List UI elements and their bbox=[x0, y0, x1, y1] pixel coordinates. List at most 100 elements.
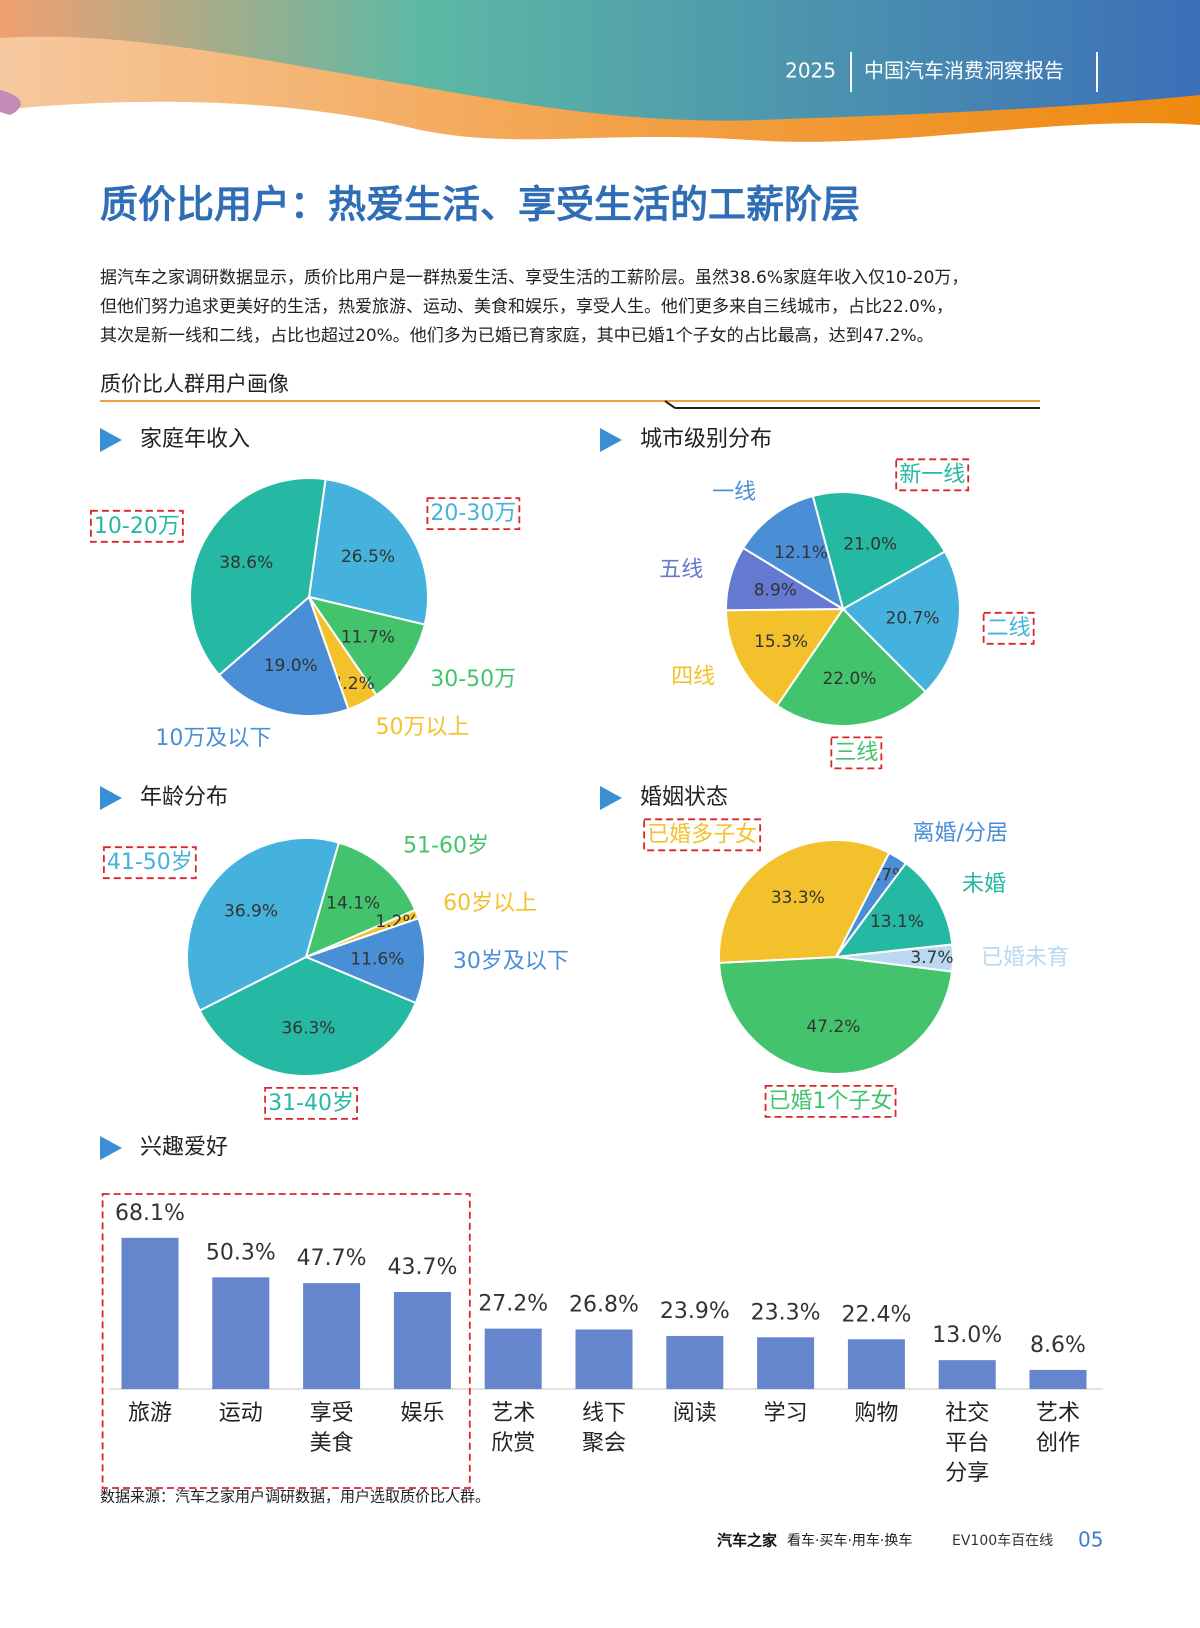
value-label: 47.7% bbox=[297, 1246, 367, 1271]
pie-slice bbox=[775, 607, 927, 727]
category-label: 20-30万 bbox=[430, 501, 516, 526]
footer-slogan: 看车·买车·用车·换车 bbox=[787, 1532, 912, 1549]
pie-slice bbox=[303, 917, 426, 1005]
value-label: 26.5% bbox=[341, 547, 395, 567]
value-label: 13.1% bbox=[870, 912, 924, 932]
x-tick-label: 艺术欣赏 bbox=[491, 1401, 535, 1456]
value-label: 11.6% bbox=[350, 949, 404, 969]
value-label: 20.7% bbox=[886, 609, 940, 629]
x-tick-label: 购物 bbox=[854, 1401, 898, 1426]
body-text: 但他们努力追求更美好的生活，热爱旅游、运动、美食和娱乐，享受人生。他们更多来自三… bbox=[100, 297, 953, 317]
pie-slice bbox=[304, 841, 417, 959]
header-decoration bbox=[0, 0, 1200, 142]
pie-slice bbox=[198, 955, 418, 1077]
heading-marker bbox=[600, 786, 622, 810]
pie-slice bbox=[306, 595, 426, 697]
value-label: 22.4% bbox=[841, 1302, 911, 1327]
bar bbox=[393, 1291, 451, 1389]
value-label: 13.0% bbox=[932, 1323, 1002, 1348]
heading-marker bbox=[100, 786, 122, 810]
category-label: 41-50岁 bbox=[107, 850, 193, 875]
category-label: 10万及以下 bbox=[155, 726, 271, 751]
value-label: 23.9% bbox=[660, 1299, 730, 1324]
pie-slice bbox=[307, 478, 429, 626]
value-label: 38.6% bbox=[219, 553, 273, 573]
pie-slice bbox=[724, 607, 845, 708]
x-tick-label: 娱乐 bbox=[400, 1401, 444, 1426]
highlight-box bbox=[643, 818, 762, 852]
category-label: 31-40岁 bbox=[268, 1091, 354, 1116]
bar bbox=[847, 1339, 905, 1389]
category-label: 三线 bbox=[834, 740, 878, 765]
pie-slice bbox=[217, 595, 350, 717]
category-label: 已婚多子女 bbox=[647, 822, 757, 847]
bar bbox=[303, 1283, 361, 1389]
category-label: 30岁及以下 bbox=[453, 949, 569, 974]
page-title: 质价比用户：热爱生活、享受生活的工薪阶层 bbox=[100, 183, 860, 227]
header-report: 中国汽车消费洞察报告 bbox=[864, 59, 1064, 83]
value-label: 12.1% bbox=[774, 543, 828, 563]
pie-slice bbox=[841, 550, 961, 694]
value-label: 27.2% bbox=[478, 1292, 548, 1317]
pie-slice bbox=[811, 491, 947, 611]
section-rule bbox=[100, 400, 1040, 409]
pie-slice bbox=[718, 839, 891, 964]
category-label: 四线 bbox=[671, 664, 715, 689]
body-text: 其次是新一线和二线，占比也超过20%。他们多为已婚已育家庭，其中已婚1个子女的占… bbox=[100, 326, 934, 346]
value-label: 26.8% bbox=[569, 1293, 639, 1318]
footer-brand: 汽车之家 bbox=[717, 1532, 777, 1550]
value-label: 22.0% bbox=[822, 669, 876, 689]
value-label: 11.7% bbox=[341, 627, 395, 647]
category-label: 50万以上 bbox=[376, 715, 470, 740]
x-tick-label: 阅读 bbox=[673, 1401, 717, 1426]
value-label: 50.3% bbox=[206, 1240, 276, 1265]
pie-slice bbox=[189, 477, 327, 677]
highlight-box bbox=[90, 509, 184, 543]
category-label: 10-20万 bbox=[94, 514, 180, 539]
category-label: 二线 bbox=[987, 616, 1031, 641]
highlight-box bbox=[264, 1087, 358, 1120]
category-label: 51-60岁 bbox=[403, 834, 489, 859]
highlight-box bbox=[426, 497, 521, 531]
highlight-box bbox=[102, 846, 197, 880]
bar bbox=[575, 1329, 633, 1389]
heading-marker bbox=[600, 428, 622, 452]
bar bbox=[757, 1337, 815, 1389]
bar bbox=[938, 1360, 996, 1389]
bar bbox=[484, 1328, 542, 1389]
pie-slice bbox=[718, 955, 954, 1075]
category-label: 离婚/分居 bbox=[913, 821, 1008, 846]
chart-title: 婚姻状态 bbox=[640, 785, 728, 810]
chart-title: 年龄分布 bbox=[140, 785, 228, 810]
x-tick-label: 旅游 bbox=[128, 1401, 172, 1426]
category-label: 已婚1个子女 bbox=[769, 1089, 893, 1114]
category-label: 未婚 bbox=[962, 872, 1006, 897]
x-tick-label: 社交平台分享 bbox=[945, 1401, 989, 1486]
x-tick-label: 线下聚会 bbox=[582, 1401, 626, 1456]
bar bbox=[666, 1335, 724, 1389]
bar bbox=[212, 1277, 270, 1389]
highlight-box bbox=[764, 1084, 897, 1118]
value-label: 33.3% bbox=[771, 888, 825, 908]
chart-title: 城市级别分布 bbox=[640, 427, 772, 452]
value-label: 43.7% bbox=[387, 1255, 457, 1280]
heading-marker bbox=[100, 1136, 122, 1160]
value-label: 14.1% bbox=[326, 893, 380, 913]
category-label: 新一线 bbox=[899, 462, 965, 487]
value-label: 8.6% bbox=[1030, 1333, 1086, 1358]
bar bbox=[1029, 1369, 1087, 1389]
category-label: 60岁以上 bbox=[443, 891, 537, 916]
value-label: 8.9% bbox=[754, 580, 797, 600]
value-label: 36.9% bbox=[224, 901, 278, 921]
pie-slice bbox=[741, 494, 845, 612]
category-label: 30-50万 bbox=[430, 667, 516, 692]
footer-page: 05 bbox=[1078, 1528, 1103, 1552]
body-text: 据汽车之家调研数据显示，质价比用户是一群热爱生活、享受生活的工薪阶层。虽然38.… bbox=[100, 268, 968, 288]
heading-marker bbox=[100, 428, 122, 452]
value-label: 19.0% bbox=[264, 656, 318, 676]
footer-partner: EV100车百在线 bbox=[952, 1532, 1053, 1549]
value-label: 36.3% bbox=[281, 1018, 335, 1038]
source-note: 数据来源：汽车之家用户调研数据，用户选取质价比人群。 bbox=[100, 1488, 490, 1506]
value-label: 15.3% bbox=[754, 632, 808, 652]
